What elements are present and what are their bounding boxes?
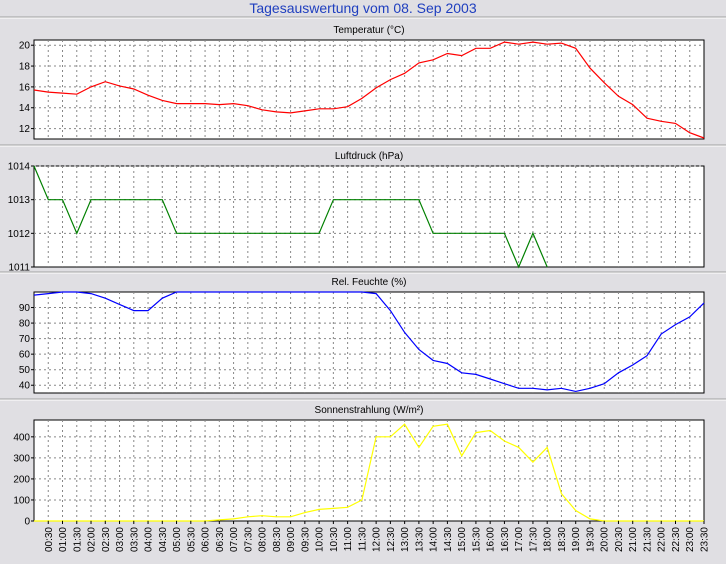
- x-tick-label: 17:30: [528, 527, 539, 552]
- series-line: [34, 423, 704, 522]
- x-tick-label: 09:00: [286, 527, 297, 552]
- x-tick-label: 04:00: [144, 527, 155, 552]
- y-tick-label: 400: [13, 432, 30, 443]
- y-tick-label: 18: [19, 62, 31, 73]
- x-tick-label: 22:00: [657, 527, 668, 552]
- chart-panel-2: Luftdruck (hPa) 1011 1012 1013 1014: [0, 144, 726, 274]
- x-tick-label: 17:00: [514, 527, 525, 552]
- x-tick-label: 16:30: [500, 527, 511, 552]
- x-tick-label: 14:30: [443, 527, 454, 552]
- chart-panel-4: Sonnenstrahlung (W/m²) 0 100 200 300 400 00:30…: [0, 398, 726, 552]
- y-tick-label: 90: [19, 303, 31, 314]
- x-tick-label: 10:00: [315, 527, 326, 552]
- x-tick-label: 15:00: [457, 527, 468, 552]
- x-tick-label: 07:30: [243, 527, 254, 552]
- x-tick-label: 16:00: [486, 527, 497, 552]
- x-tick-label: 13:30: [414, 527, 425, 552]
- y-tick-label: 50: [19, 365, 31, 376]
- x-tick-label: 10:30: [329, 527, 340, 552]
- x-tick-label: 06:00: [201, 527, 212, 552]
- y-tick-label: 1014: [8, 162, 31, 173]
- chart-panel-3: Rel. Feuchte (%) 40 50 60 70 80 90: [0, 271, 726, 394]
- y-tick-label: 40: [19, 381, 31, 392]
- chart-title: Temperatur (°C): [333, 25, 404, 36]
- chart-title: Rel. Feuchte (%): [331, 277, 406, 288]
- y-tick-label: 20: [19, 41, 31, 52]
- x-tick-label: 20:00: [600, 527, 611, 552]
- y-tick-label: 300: [13, 453, 30, 464]
- x-tick-label: 19:30: [585, 527, 596, 552]
- y-tick-label: 200: [13, 474, 30, 485]
- x-tick-label: 15:30: [471, 527, 482, 552]
- y-tick-label: 60: [19, 350, 31, 361]
- plot-area: [33, 39, 705, 140]
- x-tick-label: 01:30: [72, 527, 83, 552]
- x-tick-label: 02:00: [87, 527, 98, 552]
- x-tick-label: 05:00: [172, 527, 183, 552]
- x-tick-label: 07:00: [229, 527, 240, 552]
- y-tick-label: 14: [19, 103, 31, 114]
- y-tick-label: 12: [19, 124, 31, 135]
- chart-panel-1: Temperatur (°C) 12 14 16 18 20: [0, 16, 726, 140]
- y-tick-label: 1013: [8, 195, 31, 206]
- x-tick-label: 18:00: [543, 527, 554, 552]
- x-tick-label: 03:30: [129, 527, 140, 552]
- y-tick-label: 1012: [8, 229, 31, 240]
- x-tick-label: 09:30: [300, 527, 311, 552]
- x-tick-label: 18:30: [557, 527, 568, 552]
- x-tick-label: 06:30: [215, 527, 226, 552]
- x-tick-label: 08:00: [258, 527, 269, 552]
- x-tick-label: 22:30: [671, 527, 682, 552]
- x-tick-label: 00:30: [44, 527, 55, 552]
- x-tick-label: 08:30: [272, 527, 283, 552]
- x-tick-label: 23:30: [700, 527, 711, 552]
- y-tick-label: 80: [19, 319, 31, 330]
- x-tick-label: 05:30: [186, 527, 197, 552]
- series-line: [33, 41, 705, 139]
- x-tick-label: 02:30: [101, 527, 112, 552]
- x-tick-label: 03:00: [115, 527, 126, 552]
- x-tick-label: 23:00: [685, 527, 696, 552]
- chart-title: Sonnenstrahlung (W/m²): [315, 405, 424, 416]
- x-tick-label: 11:00: [343, 527, 354, 552]
- x-tick-label: 21:30: [642, 527, 653, 552]
- y-tick-label: 100: [13, 495, 30, 506]
- x-tick-label: 20:30: [614, 527, 625, 552]
- y-tick-label: 70: [19, 334, 31, 345]
- x-tick-label: 04:30: [158, 527, 169, 552]
- x-tick-label: 21:00: [628, 527, 639, 552]
- y-tick-label: 0: [24, 517, 30, 528]
- x-tick-label: 12:00: [372, 527, 383, 552]
- x-tick-label: 12:30: [386, 527, 397, 552]
- x-tick-label: 11:30: [357, 527, 368, 552]
- plot-area: [33, 291, 705, 394]
- plot-area: [33, 165, 705, 268]
- x-tick-label: 19:00: [571, 527, 582, 552]
- page-title: Tagesauswertung vom 08. Sep 2003: [249, 0, 477, 16]
- x-tick-label: 14:00: [429, 527, 440, 552]
- y-tick-label: 1011: [8, 263, 30, 274]
- x-tick-label: 13:00: [400, 527, 411, 552]
- x-tick-label: 01:00: [58, 527, 69, 552]
- y-tick-label: 16: [19, 82, 31, 93]
- series-line: [33, 291, 705, 393]
- chart-title: Luftdruck (hPa): [335, 151, 403, 162]
